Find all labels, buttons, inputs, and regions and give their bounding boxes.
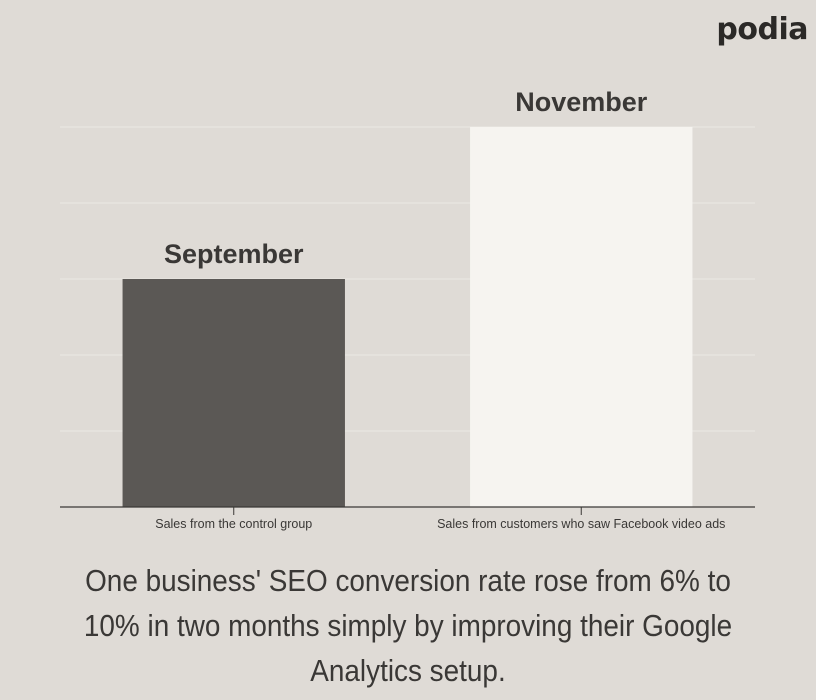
x-tick-label-1: Sales from the control group	[155, 517, 312, 531]
x-tick-label-2: Sales from customers who saw Facebook vi…	[437, 517, 725, 531]
bar-labels: September November	[164, 87, 648, 269]
podia-logo: podia	[716, 12, 808, 47]
bar-2	[470, 127, 693, 507]
bar-label-1: September	[164, 239, 304, 269]
bar-chart: Sales from the control group Sales from c…	[60, 87, 755, 531]
chart-caption: One business' SEO conversion rate rose f…	[83, 563, 733, 688]
bar-1	[122, 279, 345, 507]
bars	[122, 127, 693, 507]
x-axis: Sales from the control group Sales from c…	[60, 506, 755, 531]
bar-label-2: November	[515, 87, 648, 117]
